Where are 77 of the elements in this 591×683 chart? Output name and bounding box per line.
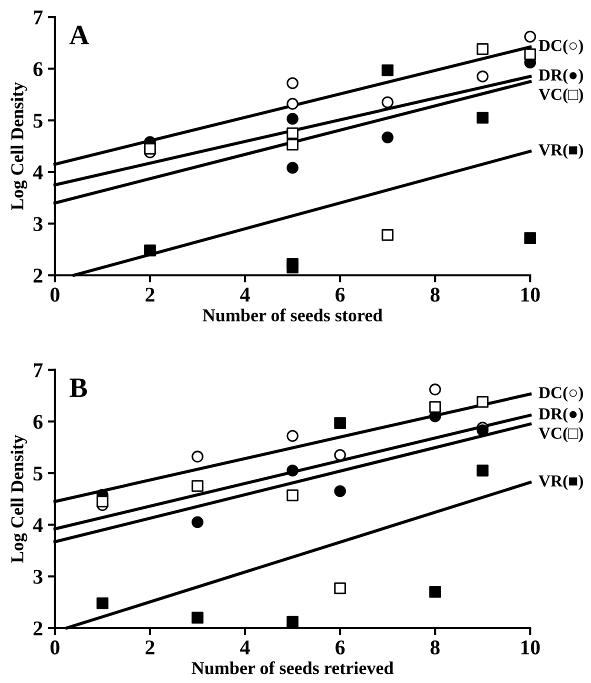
point <box>382 131 394 144</box>
y-tick-label: 6 <box>33 62 43 76</box>
point <box>286 98 298 110</box>
point <box>476 70 489 82</box>
annotation: A <box>69 26 90 44</box>
x-tick-label: 8 <box>430 288 440 302</box>
x-tick-label: 2 <box>146 640 154 654</box>
point <box>286 489 298 502</box>
point <box>286 464 298 476</box>
series-label: DC(○) <box>538 39 583 55</box>
point <box>429 586 442 598</box>
point <box>96 597 108 610</box>
point <box>192 450 204 463</box>
point <box>382 229 394 241</box>
point <box>286 127 298 140</box>
point <box>429 401 442 413</box>
point <box>334 449 346 461</box>
point <box>476 112 489 124</box>
point <box>382 96 394 108</box>
x-tick-label: 0 <box>50 640 60 654</box>
point <box>476 464 489 476</box>
point <box>144 142 156 155</box>
point <box>286 77 298 90</box>
point <box>192 480 204 492</box>
y-tick-label: 3 <box>34 570 42 584</box>
x-tick-label: 10 <box>521 288 540 302</box>
y-tick-label: 5 <box>34 114 42 128</box>
point <box>476 43 489 56</box>
annotation: B <box>70 378 87 397</box>
point <box>286 616 298 628</box>
x-tick-label: 4 <box>240 288 250 302</box>
series-label: DC(○) <box>538 386 583 402</box>
series-label: VC(□) <box>538 88 583 104</box>
series-label: VR(■) <box>538 144 583 159</box>
series-label: DR(●) <box>538 68 583 84</box>
series-label: VR(■) <box>538 474 583 490</box>
point <box>286 162 298 174</box>
series-label: DR(●) <box>538 408 583 423</box>
point <box>334 485 346 498</box>
point <box>144 244 156 256</box>
point <box>192 612 204 624</box>
point <box>286 112 298 125</box>
x-tick-label: 6 <box>336 640 345 654</box>
y-tick-label: 2 <box>34 268 42 282</box>
point <box>382 64 394 76</box>
x-axis-title: Number of seeds retrieved <box>192 661 394 674</box>
point <box>286 138 298 151</box>
y-tick-label: 6 <box>33 414 43 429</box>
point <box>524 232 536 244</box>
point <box>429 384 442 396</box>
y-tick-label: 5 <box>34 466 42 481</box>
point <box>524 48 536 60</box>
y-tick-label: 3 <box>34 217 42 232</box>
y-tick-label: 4 <box>33 518 43 532</box>
y-tick-label: 4 <box>33 165 43 180</box>
y-tick-label: 7 <box>34 10 43 24</box>
x-tick-label: 10 <box>521 640 540 654</box>
point <box>476 424 489 436</box>
x-axis-title: Number of seeds stored <box>202 308 383 322</box>
y-axis-title: Log Cell Density <box>10 82 28 210</box>
y-tick-label: 2 <box>34 621 42 636</box>
series-label: VC(□) <box>538 427 583 442</box>
x-tick-label: 4 <box>240 640 250 654</box>
y-axis-title: Log Cell Density <box>10 434 28 563</box>
point <box>286 430 298 442</box>
point <box>476 396 489 408</box>
point <box>96 496 108 508</box>
point <box>286 262 298 274</box>
point <box>524 30 536 43</box>
x-tick-label: 6 <box>336 288 345 302</box>
point <box>192 516 204 528</box>
point <box>334 582 346 594</box>
x-tick-label: 0 <box>50 288 60 302</box>
point <box>334 417 346 429</box>
x-tick-label: 2 <box>146 288 154 302</box>
x-tick-label: 8 <box>430 640 440 654</box>
y-tick-label: 7 <box>34 363 43 378</box>
